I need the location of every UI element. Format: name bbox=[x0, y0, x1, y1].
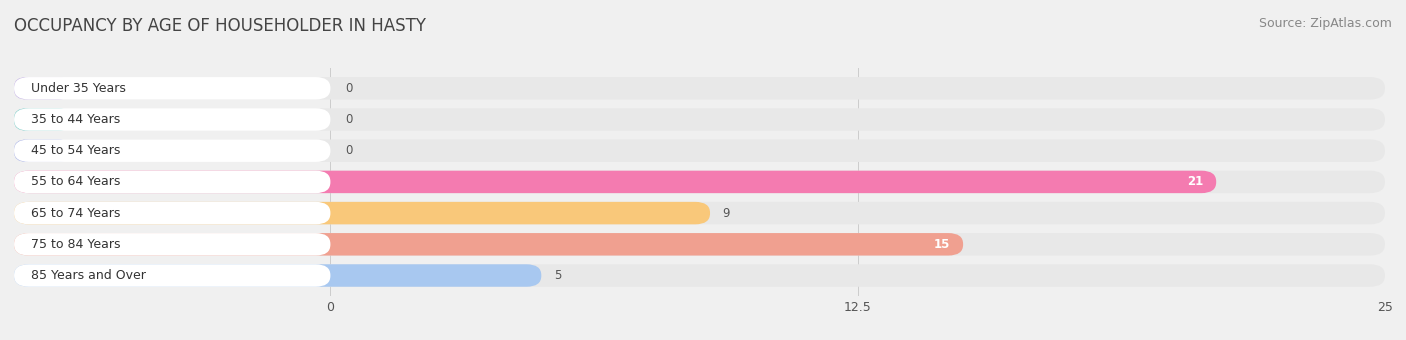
FancyBboxPatch shape bbox=[15, 265, 326, 286]
FancyBboxPatch shape bbox=[14, 108, 330, 131]
Text: 9: 9 bbox=[723, 207, 730, 220]
Text: 85 Years and Over: 85 Years and Over bbox=[31, 269, 146, 282]
FancyBboxPatch shape bbox=[15, 109, 326, 130]
FancyBboxPatch shape bbox=[14, 264, 330, 287]
Text: 0: 0 bbox=[346, 82, 353, 95]
Text: 55 to 64 Years: 55 to 64 Years bbox=[31, 175, 121, 188]
FancyBboxPatch shape bbox=[14, 139, 1385, 162]
FancyBboxPatch shape bbox=[14, 233, 963, 256]
FancyBboxPatch shape bbox=[15, 78, 326, 99]
Text: 15: 15 bbox=[934, 238, 950, 251]
FancyBboxPatch shape bbox=[14, 264, 1385, 287]
FancyBboxPatch shape bbox=[14, 171, 1216, 193]
FancyBboxPatch shape bbox=[15, 140, 326, 161]
Text: 0: 0 bbox=[346, 113, 353, 126]
FancyBboxPatch shape bbox=[14, 233, 330, 256]
FancyBboxPatch shape bbox=[15, 234, 326, 255]
Text: 35 to 44 Years: 35 to 44 Years bbox=[31, 113, 120, 126]
Text: OCCUPANCY BY AGE OF HOUSEHOLDER IN HASTY: OCCUPANCY BY AGE OF HOUSEHOLDER IN HASTY bbox=[14, 17, 426, 35]
Text: Under 35 Years: Under 35 Years bbox=[31, 82, 125, 95]
FancyBboxPatch shape bbox=[14, 108, 70, 131]
Text: 0: 0 bbox=[346, 144, 353, 157]
FancyBboxPatch shape bbox=[15, 172, 326, 192]
FancyBboxPatch shape bbox=[14, 171, 1385, 193]
FancyBboxPatch shape bbox=[14, 202, 1385, 224]
FancyBboxPatch shape bbox=[14, 202, 710, 224]
Text: 75 to 84 Years: 75 to 84 Years bbox=[31, 238, 121, 251]
FancyBboxPatch shape bbox=[14, 233, 1385, 256]
FancyBboxPatch shape bbox=[15, 203, 326, 223]
Text: 5: 5 bbox=[554, 269, 561, 282]
Text: Source: ZipAtlas.com: Source: ZipAtlas.com bbox=[1258, 17, 1392, 30]
FancyBboxPatch shape bbox=[14, 171, 330, 193]
FancyBboxPatch shape bbox=[14, 77, 70, 100]
FancyBboxPatch shape bbox=[14, 77, 1385, 100]
FancyBboxPatch shape bbox=[14, 139, 330, 162]
Text: 65 to 74 Years: 65 to 74 Years bbox=[31, 207, 121, 220]
FancyBboxPatch shape bbox=[14, 139, 70, 162]
Text: 45 to 54 Years: 45 to 54 Years bbox=[31, 144, 121, 157]
Text: 21: 21 bbox=[1187, 175, 1204, 188]
FancyBboxPatch shape bbox=[14, 264, 541, 287]
FancyBboxPatch shape bbox=[14, 202, 330, 224]
FancyBboxPatch shape bbox=[14, 108, 1385, 131]
FancyBboxPatch shape bbox=[14, 77, 330, 100]
